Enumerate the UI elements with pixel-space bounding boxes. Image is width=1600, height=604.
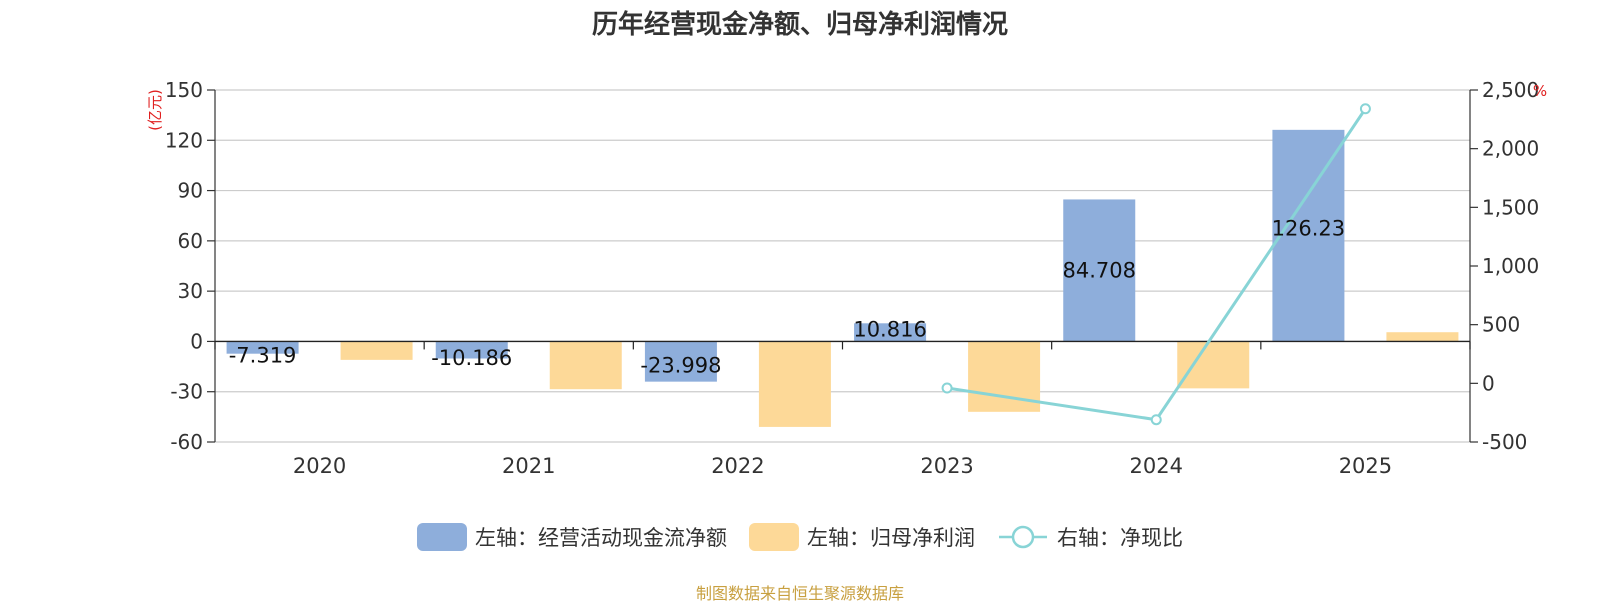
axes: 150 120 90 60 30 0 -30 -60 2,500 2,000 1,500 1,000 5…: [165, 78, 1539, 478]
line-point-ratio: [1359, 103, 1371, 115]
bar-cashflow: [644, 341, 717, 382]
bar-cashflow: [1272, 129, 1345, 342]
left-axis-tick-label: 120: [165, 128, 203, 152]
right-axis-tick-label: 0: [1482, 371, 1495, 395]
legend-swatch-cashflow: [417, 523, 467, 551]
legend-label-net-profit: 左轴：归母净利润: [807, 526, 975, 550]
left-axis-tick-label: 0: [190, 329, 203, 353]
bar-net-profit: [549, 341, 622, 390]
right-axis-tick-label: 2,000: [1482, 137, 1539, 161]
bar-cashflow: [854, 323, 927, 342]
bar-cashflow: [435, 341, 508, 359]
chart-title: 历年经营现金净额、归母净利润情况: [591, 10, 1008, 40]
right-axis-tick-label: 1,500: [1482, 195, 1539, 219]
data-label-cashflow: -10.186: [431, 346, 512, 370]
bar-cashflow: [226, 341, 299, 354]
source-note: 制图数据来自恒生聚源数据库: [695, 584, 904, 603]
bar-cashflow: [1063, 199, 1136, 342]
x-axis-tick-label: 2021: [502, 454, 555, 478]
right-axis-tick-label: -500: [1482, 430, 1527, 454]
left-axis-tick-label: -30: [170, 380, 203, 404]
right-axis-tick-label: 2,500: [1482, 78, 1539, 102]
x-axis-tick-label: 2023: [920, 454, 973, 478]
right-axis-unit: %: [1533, 82, 1547, 100]
bar-net-profit: [1177, 341, 1250, 389]
data-label-cashflow: 84.708: [1063, 259, 1136, 283]
data-label-cashflow: 126.23: [1272, 217, 1345, 241]
x-axis-tick-label: 2025: [1339, 454, 1392, 478]
legend-label-ratio: 右轴：净现比: [1057, 526, 1183, 550]
bar-net-profit: [340, 341, 413, 360]
right-axis-tick-label: 1,000: [1482, 254, 1539, 278]
data-label-cashflow: -7.319: [229, 344, 297, 368]
legend-item-net-profit[interactable]: 左轴：归母净利润: [749, 522, 975, 552]
legend-label-cashflow: 左轴：经营活动现金流净额: [475, 526, 727, 550]
left-axis-tick-label: 60: [178, 229, 203, 253]
x-axis-tick-label: 2024: [1130, 454, 1183, 478]
left-axis-unit: (亿元): [146, 89, 164, 131]
left-axis-tick-label: 30: [178, 279, 203, 303]
x-axis-tick-label: 2020: [293, 454, 346, 478]
bar-net-profit: [1386, 332, 1459, 342]
legend-item-cashflow[interactable]: 左轴：经营活动现金流净额: [417, 522, 727, 552]
x-axis-tick-label: 2022: [711, 454, 764, 478]
line-series: [941, 103, 1371, 426]
legend-line-icon: [999, 525, 1047, 549]
legend-swatch-net-profit: [749, 523, 799, 551]
line-point-ratio: [941, 382, 953, 394]
line-point-ratio: [1150, 414, 1162, 426]
right-axis-tick-label: 500: [1482, 313, 1520, 337]
left-axis-tick-label: -60: [170, 430, 203, 454]
data-label-cashflow: -23.998: [640, 353, 721, 377]
bar-net-profit: [758, 341, 831, 427]
data-label-cashflow: 10.816: [853, 317, 926, 341]
data-labels: -7.319 -10.186 -23.998 10.816 84.708 126.23: [229, 217, 1345, 378]
legend: 左轴：经营活动现金流净额 左轴：归母净利润 右轴：净现比: [0, 522, 1600, 552]
bars: [226, 129, 1459, 427]
legend-item-ratio[interactable]: 右轴：净现比: [997, 522, 1183, 552]
left-axis-tick-label: 90: [178, 179, 203, 203]
left-axis-tick-label: 150: [165, 78, 203, 102]
